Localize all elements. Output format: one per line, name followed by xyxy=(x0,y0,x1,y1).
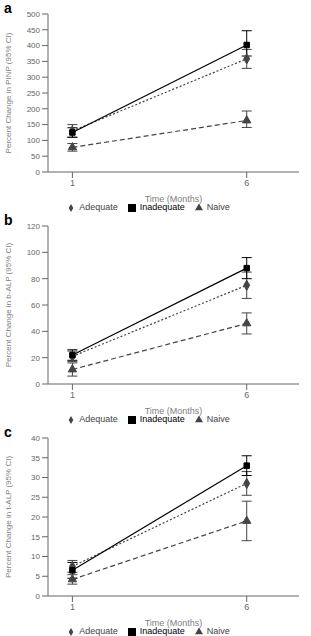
svg-text:1: 1 xyxy=(70,178,75,188)
html-text:Inadequate: Inadequate xyxy=(139,626,185,636)
svg-text:40: 40 xyxy=(31,434,40,443)
svg-text:300: 300 xyxy=(27,73,41,82)
html-text:Naive: Naive xyxy=(206,414,230,424)
svg-text:6: 6 xyxy=(244,178,249,188)
svg-text:0: 0 xyxy=(36,168,41,177)
svg-text:0: 0 xyxy=(36,380,41,389)
svg-text:100: 100 xyxy=(27,136,41,145)
svg-text:50: 50 xyxy=(31,152,40,161)
svg-text:60: 60 xyxy=(31,301,40,310)
html-text:Naive: Naive xyxy=(206,202,230,212)
svg-text:25: 25 xyxy=(31,493,40,502)
svg-text:1: 1 xyxy=(70,602,75,612)
svg-text:Time (Months): Time (Months) xyxy=(145,618,203,628)
svg-text:6: 6 xyxy=(244,602,249,612)
html-text:c: c xyxy=(4,424,12,440)
svg-text:30: 30 xyxy=(31,473,40,482)
svg-text:15: 15 xyxy=(31,533,40,542)
html-text:b: b xyxy=(4,212,13,228)
svg-text:0: 0 xyxy=(36,592,41,601)
svg-text:5: 5 xyxy=(36,572,41,581)
svg-text:Percent Change in PINP (95% CI: Percent Change in PINP (95% CI) xyxy=(8,32,13,153)
svg-text:1: 1 xyxy=(70,390,75,400)
svg-text:80: 80 xyxy=(31,275,40,284)
svg-text:350: 350 xyxy=(27,57,41,66)
html-text:Inadequate: Inadequate xyxy=(139,202,185,212)
svg-text:20: 20 xyxy=(31,354,40,363)
html-text:Adequate: Adequate xyxy=(79,202,118,212)
svg-text:400: 400 xyxy=(27,41,41,50)
svg-text:200: 200 xyxy=(27,105,41,114)
svg-text:35: 35 xyxy=(31,454,40,463)
svg-text:Percent Change in b-ALP (95% C: Percent Change in b-ALP (95% CI) xyxy=(8,242,13,367)
svg-text:500: 500 xyxy=(27,10,41,19)
svg-text:Time (Months): Time (Months) xyxy=(145,194,203,204)
html-text:Inadequate: Inadequate xyxy=(139,414,185,424)
html-text:Naive: Naive xyxy=(206,626,230,636)
svg-text:150: 150 xyxy=(27,120,41,129)
svg-text:120: 120 xyxy=(27,222,41,231)
svg-text:450: 450 xyxy=(27,26,41,35)
svg-text:250: 250 xyxy=(27,89,41,98)
html-text:a: a xyxy=(4,0,12,16)
html-text:Adequate: Adequate xyxy=(79,414,118,424)
html-text:Adequate: Adequate xyxy=(79,626,118,636)
svg-text:Percent Change in t-ALP (95% C: Percent Change in t-ALP (95% CI) xyxy=(8,456,13,578)
svg-text:100: 100 xyxy=(27,248,41,257)
svg-text:10: 10 xyxy=(31,552,40,561)
svg-text:40: 40 xyxy=(31,327,40,336)
svg-text:6: 6 xyxy=(244,390,249,400)
svg-text:20: 20 xyxy=(31,513,40,522)
svg-text:Time (Months): Time (Months) xyxy=(145,406,203,416)
